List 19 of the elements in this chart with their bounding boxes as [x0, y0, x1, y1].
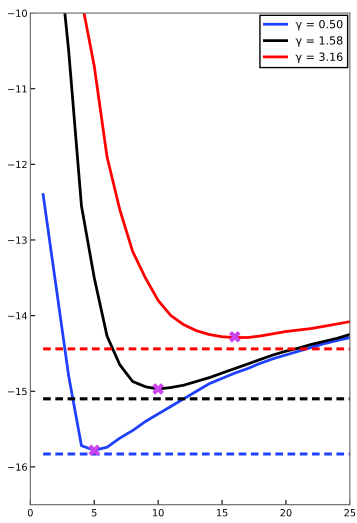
point	[88, 444, 100, 456]
x-tick-label: 0	[28, 509, 33, 516]
y-tick-label: −15	[8, 388, 27, 396]
x-tick-label: 10	[153, 509, 164, 516]
x-tick-label: 5	[92, 509, 96, 516]
legend-label: γ = 1.58	[296, 36, 342, 47]
x-tick-label: 25	[344, 509, 356, 516]
y-tick-label: −16	[8, 463, 27, 471]
y-tick-label: −11	[8, 85, 27, 92]
point	[229, 330, 241, 343]
y-tick-label: −10	[8, 10, 27, 17]
y-tick-label: −12	[8, 160, 27, 168]
point	[152, 383, 164, 395]
legend-label: γ = 3.16	[296, 52, 342, 64]
legend-label: γ = 0.50	[296, 20, 342, 30]
y-tick-label: −14	[8, 312, 28, 320]
y-tick-label: −13	[8, 236, 27, 244]
x-tick-label: 15	[216, 509, 228, 516]
x-tick-label: 20	[280, 509, 292, 516]
